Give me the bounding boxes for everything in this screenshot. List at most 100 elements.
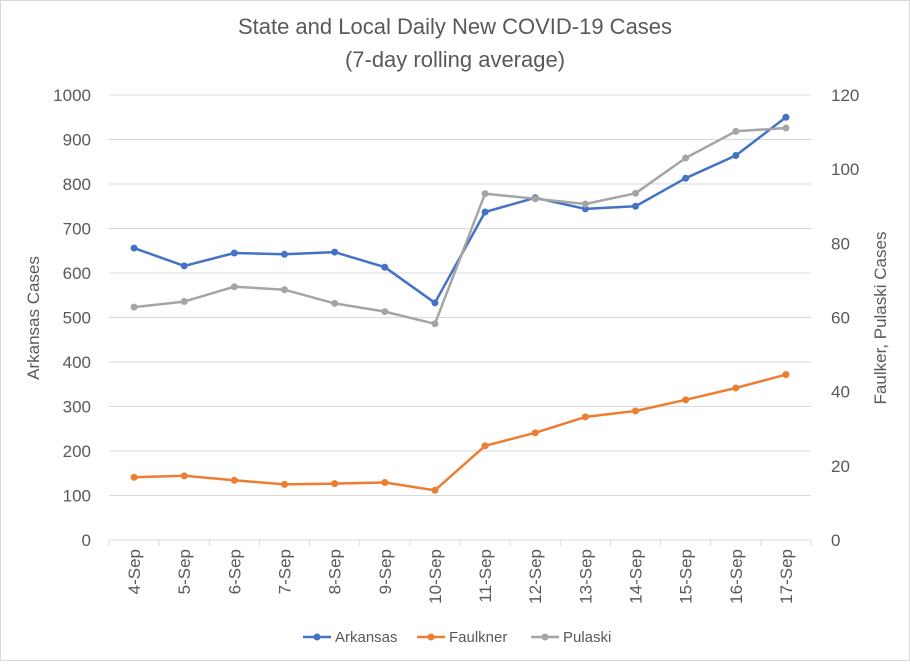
- data-point: [682, 396, 690, 404]
- data-point: [581, 413, 589, 421]
- data-point: [180, 262, 188, 270]
- data-point: [381, 479, 389, 487]
- data-point: [682, 154, 690, 162]
- data-point: [331, 248, 339, 256]
- left-tick-label: 100: [63, 487, 91, 506]
- data-point: [431, 486, 439, 494]
- data-point: [381, 308, 389, 316]
- left-tick-label: 400: [63, 353, 91, 372]
- data-point: [531, 429, 539, 437]
- data-point: [732, 152, 740, 160]
- data-point: [180, 298, 188, 306]
- data-point: [431, 320, 439, 328]
- legend-item-faulkner: Faulkner: [417, 629, 507, 646]
- x-tick-label: 12-Sep: [526, 549, 545, 604]
- legend-label: Faulkner: [449, 629, 507, 646]
- data-point: [732, 384, 740, 392]
- legend-marker: [313, 633, 321, 641]
- x-tick-label: 14-Sep: [627, 549, 646, 604]
- right-tick-label: 80: [831, 234, 850, 253]
- data-point: [331, 299, 339, 307]
- series-line: [133, 116, 787, 305]
- legend-item-arkansas: Arkansas: [303, 629, 398, 646]
- data-point: [782, 124, 790, 132]
- left-tick-label: 300: [63, 398, 91, 417]
- data-point: [281, 250, 288, 258]
- x-tick-label: 8-Sep: [326, 549, 345, 594]
- data-point: [531, 195, 539, 203]
- data-point: [230, 283, 238, 291]
- chart-title: State and Local Daily New COVID-19 Cases: [238, 14, 672, 39]
- data-point: [581, 205, 589, 213]
- data-point: [230, 249, 238, 257]
- x-tick-label: 5-Sep: [175, 549, 194, 594]
- data-point: [180, 472, 188, 480]
- left-tick-label: 500: [63, 309, 91, 328]
- series-pulaski: [130, 124, 790, 328]
- right-axis-title: Faulker, Pulaski Cases: [871, 232, 890, 405]
- legend-marker: [427, 633, 435, 641]
- x-axis-ticks: 4-Sep 5-Sep 6-Sep 7-Sep 8-Sep 9-Sep 10-Sep 11-S…: [125, 549, 796, 604]
- right-tick-label: 20: [831, 457, 850, 476]
- x-tick-label: 13-Sep: [576, 549, 595, 604]
- legend-item-pulaski: Pulaski: [531, 629, 611, 646]
- series-faulkner: [130, 371, 790, 494]
- legend-label: Pulaski: [563, 629, 611, 646]
- right-tick-label: 100: [831, 160, 859, 179]
- x-tick-label: 7-Sep: [276, 549, 295, 594]
- right-axis-ticks: 0 20 40 60 80 100 120: [831, 86, 859, 550]
- x-tick-label: 10-Sep: [426, 549, 445, 604]
- data-point: [782, 371, 790, 379]
- left-axis-ticks: 0 100 200 300 400 500 600 700 800 900 1000: [53, 86, 91, 550]
- data-point: [230, 476, 238, 484]
- data-point: [281, 286, 288, 294]
- data-point: [782, 113, 790, 121]
- left-tick-label: 600: [63, 264, 91, 283]
- x-tick-label: 11-Sep: [476, 549, 495, 603]
- chart-subtitle: (7-day rolling average): [345, 47, 565, 72]
- data-point: [481, 442, 489, 450]
- x-tick-label: 6-Sep: [225, 549, 244, 594]
- legend-label: Arkansas: [335, 629, 398, 646]
- data-point: [682, 174, 690, 182]
- data-point: [481, 208, 489, 216]
- series-arkansas: [130, 113, 790, 307]
- data-point: [130, 244, 138, 252]
- data-point: [581, 200, 589, 208]
- data-point: [632, 407, 639, 415]
- right-tick-label: 60: [831, 309, 850, 328]
- x-tick-label: 4-Sep: [125, 549, 144, 594]
- data-point: [481, 190, 489, 198]
- legend: Arkansas Faulkner Pulaski: [303, 629, 611, 646]
- right-tick-label: 40: [831, 383, 850, 402]
- series-line: [134, 373, 787, 492]
- data-point: [632, 189, 639, 197]
- right-tick-label: 0: [831, 531, 840, 550]
- data-point: [281, 480, 288, 488]
- data-point: [130, 303, 138, 311]
- right-tick-label: 120: [831, 86, 859, 105]
- left-tick-label: 1000: [53, 86, 91, 105]
- series-layer: [130, 113, 790, 494]
- x-tick-label: 9-Sep: [376, 549, 395, 594]
- left-axis-title: Arkansas Cases: [24, 256, 43, 380]
- x-tick-label: 17-Sep: [777, 549, 796, 604]
- data-point: [130, 473, 138, 481]
- left-tick-label: 200: [63, 442, 91, 461]
- data-point: [732, 127, 740, 135]
- data-point: [331, 480, 339, 488]
- left-tick-label: 900: [63, 131, 91, 150]
- data-point: [632, 202, 639, 210]
- x-tick-label: 15-Sep: [677, 549, 696, 604]
- left-tick-label: 700: [63, 220, 91, 239]
- left-tick-label: 0: [82, 531, 91, 550]
- series-line: [133, 126, 786, 326]
- gridlines: [108, 94, 812, 546]
- left-tick-label: 800: [63, 175, 91, 194]
- data-point: [381, 263, 389, 271]
- legend-marker: [541, 633, 549, 641]
- data-point: [431, 299, 439, 307]
- x-tick-label: 16-Sep: [727, 549, 746, 604]
